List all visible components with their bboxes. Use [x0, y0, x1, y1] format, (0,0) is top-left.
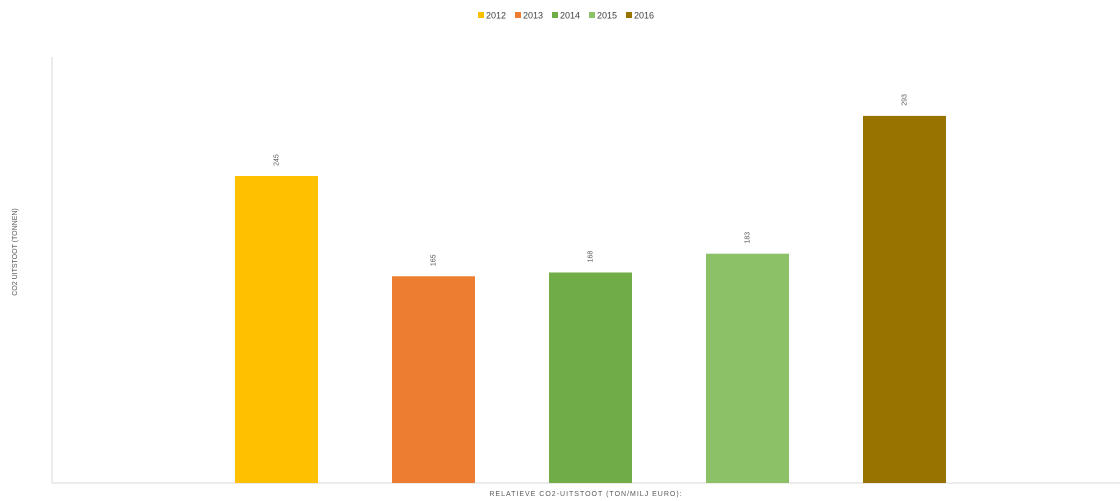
bars	[235, 115, 946, 483]
value-label-2015: 183	[745, 232, 752, 244]
legend-label-2014: 2014	[560, 11, 580, 21]
legend-swatch-2016	[626, 12, 632, 18]
legend-label-2013: 2013	[523, 11, 543, 21]
legend-swatch-2015	[589, 12, 595, 18]
bar-2016	[863, 115, 946, 483]
legend-swatch-2013	[515, 12, 521, 18]
legend-label-2012: 2012	[486, 11, 506, 21]
value-label-2016: 293	[902, 94, 909, 106]
value-label-2014: 168	[588, 251, 595, 263]
bar-2012	[235, 176, 318, 483]
legend-label-2015: 2015	[597, 11, 617, 21]
legend: 2012 2013 2014 2015 2016	[478, 11, 654, 21]
bar-2013	[392, 276, 475, 483]
bar-2014	[549, 272, 632, 483]
legend-swatch-2014	[552, 12, 558, 18]
x-axis-label: RELATIEVE CO2-UITSTOOT (TON/MILJ EURO):	[489, 491, 682, 498]
legend-label-2016: 2016	[634, 11, 654, 21]
bar-2015	[706, 253, 789, 483]
value-labels: 245 165 168 183 293	[274, 94, 909, 266]
value-label-2012: 245	[274, 154, 281, 166]
y-axis-label: CO2 UITSTOOT (TONNEN)	[12, 208, 19, 296]
legend-swatch-2012	[478, 12, 484, 18]
value-label-2013: 165	[431, 254, 438, 266]
